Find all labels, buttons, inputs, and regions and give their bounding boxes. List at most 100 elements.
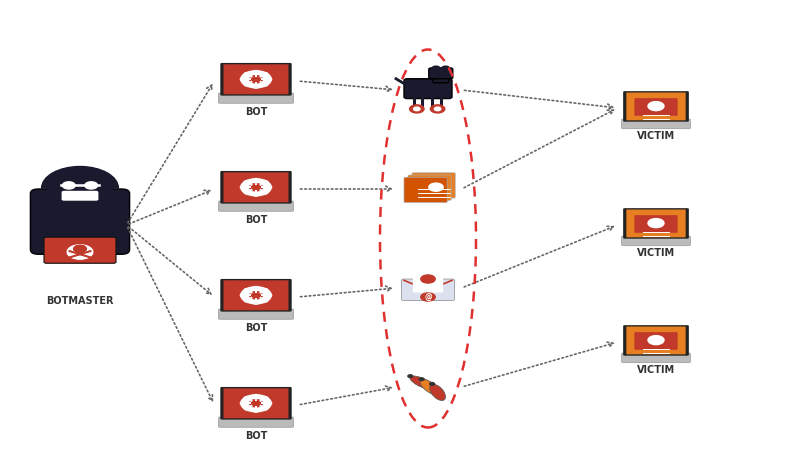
Circle shape (419, 378, 424, 381)
Circle shape (421, 293, 435, 301)
Circle shape (268, 294, 272, 297)
Circle shape (250, 76, 262, 83)
FancyBboxPatch shape (429, 68, 453, 79)
Text: BOTMASTER: BOTMASTER (46, 296, 114, 306)
FancyBboxPatch shape (623, 325, 689, 356)
Circle shape (442, 66, 450, 71)
Circle shape (414, 107, 420, 111)
Circle shape (244, 408, 248, 410)
FancyBboxPatch shape (218, 201, 294, 212)
Circle shape (254, 179, 258, 181)
Circle shape (408, 375, 413, 378)
FancyBboxPatch shape (223, 388, 289, 419)
Circle shape (268, 78, 272, 81)
Text: VICTIM: VICTIM (637, 131, 675, 141)
Text: BOT: BOT (245, 215, 267, 225)
FancyBboxPatch shape (220, 171, 292, 203)
Circle shape (410, 105, 424, 113)
FancyBboxPatch shape (404, 177, 447, 202)
Circle shape (268, 186, 272, 189)
FancyBboxPatch shape (223, 64, 289, 94)
Circle shape (244, 397, 248, 399)
Circle shape (264, 84, 268, 86)
FancyBboxPatch shape (634, 332, 678, 350)
Circle shape (85, 182, 98, 189)
Circle shape (250, 400, 262, 407)
FancyBboxPatch shape (622, 119, 690, 129)
Circle shape (254, 287, 258, 289)
FancyBboxPatch shape (634, 98, 678, 116)
Text: VICTIM: VICTIM (637, 365, 675, 375)
Circle shape (648, 336, 664, 345)
Circle shape (648, 102, 664, 111)
FancyBboxPatch shape (634, 215, 678, 233)
Wedge shape (42, 166, 118, 188)
Circle shape (254, 395, 258, 397)
Circle shape (254, 410, 258, 412)
FancyBboxPatch shape (223, 172, 289, 202)
Circle shape (648, 219, 664, 228)
Text: BOT: BOT (245, 323, 267, 333)
FancyBboxPatch shape (220, 63, 292, 96)
FancyBboxPatch shape (218, 93, 294, 104)
Circle shape (244, 73, 248, 75)
FancyBboxPatch shape (623, 208, 689, 239)
Circle shape (241, 287, 271, 304)
FancyBboxPatch shape (223, 280, 289, 310)
Text: VICTIM: VICTIM (637, 248, 675, 258)
Text: BOT: BOT (245, 431, 267, 441)
Circle shape (432, 66, 440, 71)
Circle shape (240, 294, 244, 297)
FancyBboxPatch shape (44, 237, 116, 263)
Circle shape (48, 170, 112, 206)
Circle shape (250, 184, 262, 191)
FancyBboxPatch shape (626, 210, 686, 237)
Circle shape (240, 402, 244, 405)
FancyBboxPatch shape (626, 93, 686, 120)
FancyBboxPatch shape (433, 75, 449, 83)
FancyBboxPatch shape (402, 279, 454, 301)
Circle shape (264, 181, 268, 183)
Circle shape (254, 86, 258, 88)
FancyBboxPatch shape (413, 274, 443, 292)
Circle shape (244, 289, 248, 291)
Circle shape (430, 105, 445, 113)
Circle shape (254, 194, 258, 196)
Circle shape (264, 289, 268, 291)
FancyBboxPatch shape (220, 279, 292, 311)
Circle shape (250, 292, 262, 299)
FancyBboxPatch shape (626, 327, 686, 354)
Circle shape (421, 275, 435, 283)
Ellipse shape (430, 384, 446, 400)
FancyBboxPatch shape (412, 173, 455, 198)
Circle shape (434, 107, 441, 111)
FancyBboxPatch shape (218, 417, 294, 428)
Circle shape (241, 71, 271, 88)
Circle shape (264, 73, 268, 75)
Circle shape (241, 179, 271, 196)
Circle shape (241, 395, 271, 412)
Text: BOT: BOT (245, 107, 267, 117)
Ellipse shape (420, 379, 439, 395)
FancyBboxPatch shape (62, 191, 98, 201)
Circle shape (74, 245, 86, 252)
Circle shape (244, 300, 248, 302)
Circle shape (62, 182, 75, 189)
Circle shape (264, 397, 268, 399)
Circle shape (268, 402, 272, 405)
FancyBboxPatch shape (622, 236, 690, 246)
FancyBboxPatch shape (30, 189, 130, 254)
Text: @: @ (424, 292, 432, 302)
Circle shape (244, 192, 248, 194)
Circle shape (430, 382, 434, 385)
Circle shape (264, 300, 268, 302)
Circle shape (254, 302, 258, 304)
FancyBboxPatch shape (623, 91, 689, 122)
Circle shape (429, 183, 443, 191)
Circle shape (264, 192, 268, 194)
Circle shape (240, 186, 244, 189)
Ellipse shape (410, 376, 434, 389)
Circle shape (244, 181, 248, 183)
Circle shape (240, 78, 244, 81)
Circle shape (264, 408, 268, 410)
